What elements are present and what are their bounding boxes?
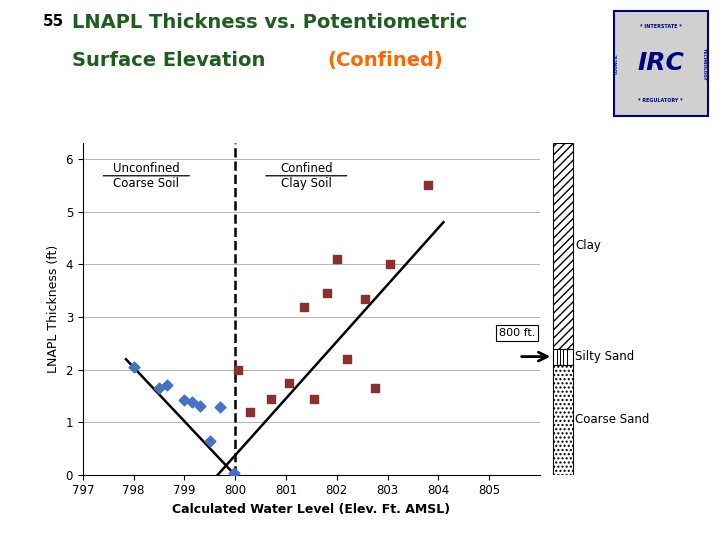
Point [194, 401, 205, 410]
Text: Confined: Confined [280, 161, 333, 174]
Bar [553, 364, 572, 475]
Text: 800 ft.: 800 ft. [499, 328, 535, 338]
Point [204, 437, 215, 445]
Text: TECHNOLOGY: TECHNOLOGY [703, 48, 706, 79]
Text: * REGULATORY *: * REGULATORY * [639, 98, 683, 103]
Point [161, 380, 172, 389]
Point [265, 394, 276, 403]
Text: 55: 55 [43, 14, 65, 29]
Point [331, 255, 343, 264]
Y-axis label: LNAPL Thickness (ft): LNAPL Thickness (ft) [47, 245, 60, 373]
Text: Unconfined: Unconfined [113, 161, 180, 174]
Point [283, 379, 294, 387]
Bar [553, 143, 572, 349]
Bar [553, 349, 572, 365]
Text: IRC: IRC [637, 51, 684, 76]
Point [215, 402, 226, 411]
Text: LNAPL Thickness vs. Potentiometric: LNAPL Thickness vs. Potentiometric [72, 14, 467, 32]
Text: (Confined): (Confined) [328, 51, 444, 70]
Point [153, 384, 165, 393]
Point [321, 289, 333, 298]
Point [186, 398, 198, 407]
Point [423, 181, 434, 190]
Point [245, 408, 256, 416]
Text: COUNCIL: COUNCIL [615, 53, 618, 74]
Text: Conceptual Challenges – Confined: Conceptual Challenges – Confined [15, 232, 24, 432]
Point [384, 260, 396, 269]
Text: Coarse Sand: Coarse Sand [575, 413, 649, 427]
Text: Clay: Clay [575, 239, 601, 252]
Point [228, 468, 240, 477]
Text: * INTERSTATE *: * INTERSTATE * [640, 24, 681, 29]
Point [369, 384, 381, 393]
Point [232, 366, 243, 374]
Point [298, 302, 310, 311]
Text: Coarse Soil: Coarse Soil [113, 177, 179, 191]
Text: Silty Sand: Silty Sand [575, 350, 634, 363]
Point [341, 355, 353, 363]
Point [359, 294, 371, 303]
Point [128, 363, 140, 372]
Point [179, 396, 190, 404]
X-axis label: Calculated Water Level (Elev. Ft. AMSL): Calculated Water Level (Elev. Ft. AMSL) [172, 503, 451, 516]
Point [308, 394, 320, 403]
Text: Surface Elevation: Surface Elevation [72, 51, 272, 70]
Text: Clay Soil: Clay Soil [281, 177, 332, 191]
